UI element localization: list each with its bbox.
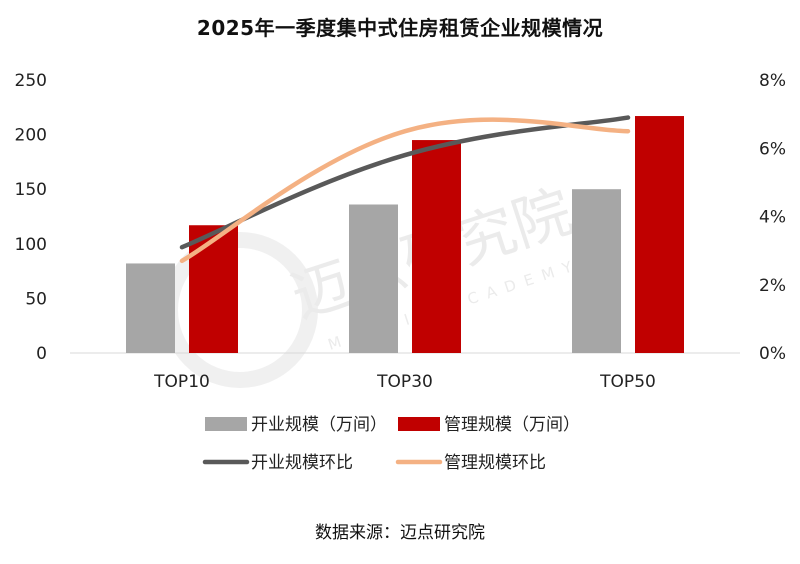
bar-open-scale xyxy=(349,204,398,353)
chart-title: 2025年一季度集中式住房租赁企业规模情况 xyxy=(196,16,604,40)
y-left-tick-label: 200 xyxy=(15,126,47,146)
y-left-tick-label: 250 xyxy=(15,71,47,91)
x-tick-label: TOP30 xyxy=(376,372,433,392)
y-right-tick-label: 0% xyxy=(759,344,786,364)
legend: 开业规模（万间） 管理规模（万间） 开业规模环比 管理规模环比 xyxy=(202,415,580,473)
y-left-tick-label: 150 xyxy=(15,180,47,200)
y-left-tick-label: 50 xyxy=(25,289,47,309)
legend-label: 开业规模环比 xyxy=(251,453,353,473)
legend-label: 开业规模（万间） xyxy=(251,415,387,435)
y-right-tick-label: 4% xyxy=(759,208,786,228)
source-note: 数据来源：迈点研究院 xyxy=(315,523,485,543)
y-right-tick-label: 8% xyxy=(759,71,786,91)
x-tick-label: TOP50 xyxy=(599,372,656,392)
y-left-tick-label: 100 xyxy=(15,235,47,255)
legend-label: 管理规模环比 xyxy=(444,453,546,473)
bar-manage-scale xyxy=(189,225,238,353)
y-right-tick-label: 2% xyxy=(759,276,786,296)
bar-manage-scale xyxy=(412,140,461,353)
legend-label: 管理规模（万间） xyxy=(444,415,580,435)
bar-manage-scale xyxy=(635,116,684,353)
legend-swatch xyxy=(205,417,247,431)
y-left-tick-label: 0 xyxy=(36,344,47,364)
y-right-tick-label: 6% xyxy=(759,139,786,159)
legend-swatch xyxy=(398,417,440,431)
x-tick-label: TOP10 xyxy=(153,372,210,392)
bar-open-scale xyxy=(126,263,175,353)
lines xyxy=(179,115,631,264)
line-manage-mom xyxy=(179,117,631,264)
bar-open-scale xyxy=(572,189,621,353)
bars xyxy=(126,116,684,353)
tick-labels: 0 50 100 150 200 250 0% 2% 4% 6% 8% TOP10 TOP30 TOP50 xyxy=(15,71,786,392)
